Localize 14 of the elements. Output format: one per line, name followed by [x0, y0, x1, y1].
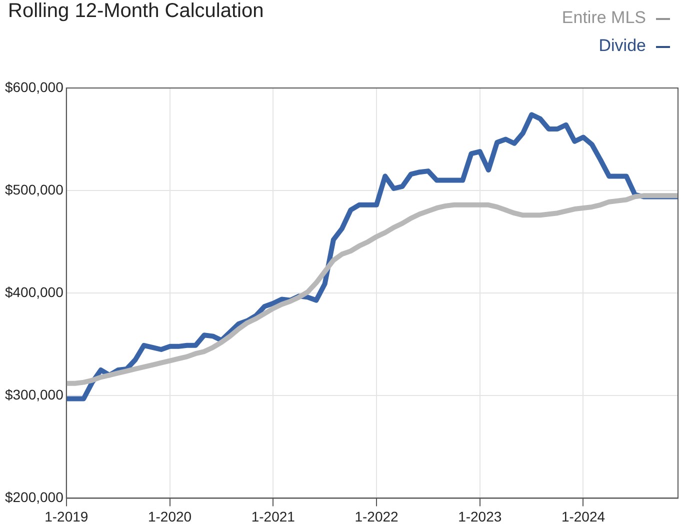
y-tick-label: $200,000: [4, 489, 64, 506]
x-tick-label: 1-2019: [44, 508, 88, 524]
x-tick-label: 1-2022: [354, 508, 399, 524]
x-tick-label: 1-2021: [251, 508, 296, 524]
y-tick-label: $400,000: [4, 284, 64, 300]
chart-title: Rolling 12-Month Calculation: [8, 0, 264, 23]
legend-label: Entire MLS: [562, 8, 646, 27]
x-tick-label: 1-2023: [458, 508, 502, 524]
y-tick-label: $600,000: [4, 78, 64, 95]
y-tick-label: $300,000: [4, 386, 64, 403]
x-tick-label: 1-2024: [561, 508, 606, 524]
x-tick-label: 1-2020: [148, 508, 192, 524]
y-tick-label: $500,000: [4, 181, 64, 198]
legend-label: Divide: [598, 36, 646, 55]
